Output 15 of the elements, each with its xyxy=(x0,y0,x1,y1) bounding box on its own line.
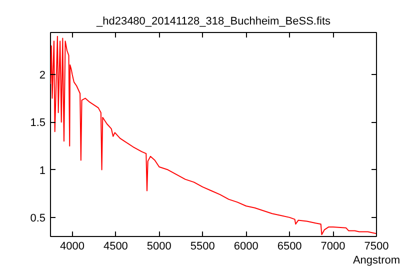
x-tick-label: 4000 xyxy=(60,240,84,252)
x-tick-label: 7500 xyxy=(364,240,389,252)
y-tick-label: 0.5 xyxy=(30,212,46,224)
y-tick-label: 2 xyxy=(39,69,46,82)
x-tick-label: 4500 xyxy=(103,240,128,252)
x-tick-label: 6000 xyxy=(234,240,258,252)
x-tick-label: 5000 xyxy=(146,240,172,252)
x-tick-label: 7000 xyxy=(320,240,346,252)
line-series xyxy=(50,36,376,236)
x-tick-label: 5500 xyxy=(190,240,215,252)
chart-title: _hd23480_20141128_318_Buchheim_BeSS.fits xyxy=(95,16,332,28)
y-tick-label: 1.5 xyxy=(30,117,46,130)
x-axis-title: Angstrom xyxy=(352,254,400,266)
y-tick-label: 1 xyxy=(39,164,46,177)
x-tick-label: 6500 xyxy=(277,240,302,252)
